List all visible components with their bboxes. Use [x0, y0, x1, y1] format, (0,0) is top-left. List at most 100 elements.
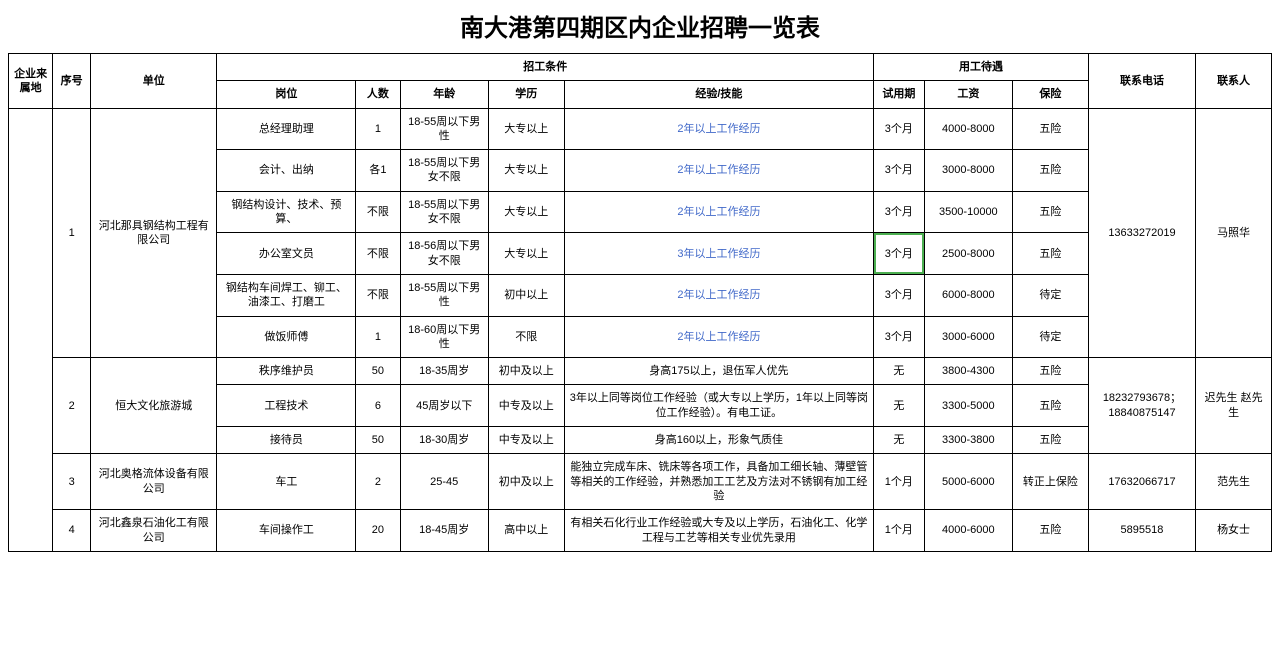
cell-age: 18-55周以下男性 — [400, 108, 488, 150]
cell-count: 2 — [356, 454, 400, 510]
th-experience: 经验/技能 — [564, 81, 873, 108]
cell-position: 钢结构车间焊工、铆工、油漆工、打磨工 — [217, 274, 356, 316]
cell-age: 18-60周以下男性 — [400, 316, 488, 358]
cell-seq: 2 — [53, 358, 91, 454]
cell-trial: 3个月 — [874, 233, 925, 275]
cell-position: 车工 — [217, 454, 356, 510]
cell-ins: 五险 — [1013, 191, 1089, 233]
cell-unit: 河北那具钢结构工程有限公司 — [91, 108, 217, 358]
table-body: 1河北那具钢结构工程有限公司总经理助理118-55周以下男性大专以上2年以上工作… — [9, 108, 1272, 551]
cell-exp: 能独立完成车床、铣床等各项工作，具备加工细长轴、薄壁管等相关的工作经验，并熟悉加… — [564, 454, 873, 510]
cell-phone: 17632066717 — [1088, 454, 1195, 510]
cell-contact: 马照华 — [1196, 108, 1272, 358]
cell-edu: 大专以上 — [488, 191, 564, 233]
cell-position: 办公室文员 — [217, 233, 356, 275]
th-employment: 用工待遇 — [874, 54, 1089, 81]
cell-age: 18-55周以下男女不限 — [400, 150, 488, 192]
cell-exp: 3年以上工作经历 — [564, 233, 873, 275]
cell-position: 会计、出纳 — [217, 150, 356, 192]
cell-exp: 2年以上工作经历 — [564, 316, 873, 358]
cell-location — [9, 108, 53, 551]
cell-age: 45周岁以下 — [400, 385, 488, 427]
cell-salary: 5000-6000 — [924, 454, 1012, 510]
th-age: 年龄 — [400, 81, 488, 108]
th-position: 岗位 — [217, 81, 356, 108]
page-title: 南大港第四期区内企业招聘一览表 — [8, 8, 1272, 43]
cell-trial: 3个月 — [874, 274, 925, 316]
cell-age: 18-55周以下男性 — [400, 274, 488, 316]
cell-exp: 有相关石化行业工作经验或大专及以上学历，石油化工、化学工程与工艺等相关专业优先录… — [564, 510, 873, 552]
cell-edu: 中专及以上 — [488, 385, 564, 427]
cell-salary: 6000-8000 — [924, 274, 1012, 316]
cell-age: 18-56周以下男女不限 — [400, 233, 488, 275]
cell-exp: 3年以上同等岗位工作经验（或大专以上学历，1年以上同等岗位工作经验）。有电工证。 — [564, 385, 873, 427]
cell-age: 18-45周岁 — [400, 510, 488, 552]
th-unit: 单位 — [91, 54, 217, 109]
th-phone: 联系电话 — [1088, 54, 1195, 109]
cell-ins: 五险 — [1013, 358, 1089, 385]
cell-count: 1 — [356, 316, 400, 358]
cell-contact: 杨女士 — [1196, 510, 1272, 552]
th-salary: 工资 — [924, 81, 1012, 108]
th-education: 学历 — [488, 81, 564, 108]
cell-salary: 2500-8000 — [924, 233, 1012, 275]
cell-exp: 身高175以上，退伍军人优先 — [564, 358, 873, 385]
cell-salary: 3000-8000 — [924, 150, 1012, 192]
cell-salary: 3300-5000 — [924, 385, 1012, 427]
table-row: 4河北鑫泉石油化工有限公司车间操作工2018-45周岁高中以上有相关石化行业工作… — [9, 510, 1272, 552]
cell-edu: 大专以上 — [488, 108, 564, 150]
cell-edu: 不限 — [488, 316, 564, 358]
cell-ins: 转正上保险 — [1013, 454, 1089, 510]
th-contact: 联系人 — [1196, 54, 1272, 109]
cell-count: 1 — [356, 108, 400, 150]
cell-salary: 3300-3800 — [924, 427, 1012, 454]
cell-exp: 2年以上工作经历 — [564, 150, 873, 192]
cell-position: 钢结构设计、技术、预算、 — [217, 191, 356, 233]
cell-age: 18-35周岁 — [400, 358, 488, 385]
cell-ins: 待定 — [1013, 274, 1089, 316]
cell-contact: 迟先生 赵先生 — [1196, 358, 1272, 454]
table-row: 1河北那具钢结构工程有限公司总经理助理118-55周以下男性大专以上2年以上工作… — [9, 108, 1272, 150]
cell-ins: 五险 — [1013, 108, 1089, 150]
cell-edu: 大专以上 — [488, 233, 564, 275]
recruitment-table: 企业来属地 序号 单位 招工条件 用工待遇 联系电话 联系人 岗位 人数 年龄 … — [8, 53, 1272, 552]
cell-phone: 13633272019 — [1088, 108, 1195, 358]
cell-trial: 无 — [874, 358, 925, 385]
cell-age: 25-45 — [400, 454, 488, 510]
cell-salary: 3500-10000 — [924, 191, 1012, 233]
cell-exp: 2年以上工作经历 — [564, 108, 873, 150]
cell-exp: 2年以上工作经历 — [564, 191, 873, 233]
cell-salary: 4000-8000 — [924, 108, 1012, 150]
cell-count: 50 — [356, 427, 400, 454]
cell-ins: 五险 — [1013, 150, 1089, 192]
cell-trial: 1个月 — [874, 454, 925, 510]
table-row: 3河北奥格流体设备有限公司车工225-45初中及以上能独立完成车床、铣床等各项工… — [9, 454, 1272, 510]
cell-edu: 初中以上 — [488, 274, 564, 316]
cell-ins: 待定 — [1013, 316, 1089, 358]
cell-ins: 五险 — [1013, 233, 1089, 275]
cell-seq: 4 — [53, 510, 91, 552]
cell-contact: 范先生 — [1196, 454, 1272, 510]
cell-count: 6 — [356, 385, 400, 427]
cell-position: 总经理助理 — [217, 108, 356, 150]
cell-ins: 五险 — [1013, 510, 1089, 552]
cell-ins: 五险 — [1013, 385, 1089, 427]
th-insurance: 保险 — [1013, 81, 1089, 108]
cell-ins: 五险 — [1013, 427, 1089, 454]
cell-edu: 大专以上 — [488, 150, 564, 192]
cell-count: 50 — [356, 358, 400, 385]
cell-position: 做饭师傅 — [217, 316, 356, 358]
cell-edu: 高中以上 — [488, 510, 564, 552]
cell-age: 18-55周以下男女不限 — [400, 191, 488, 233]
th-recruit-cond: 招工条件 — [217, 54, 874, 81]
cell-trial: 3个月 — [874, 108, 925, 150]
cell-trial: 3个月 — [874, 316, 925, 358]
th-trial: 试用期 — [874, 81, 925, 108]
table-row: 2恒大文化旅游城秩序维护员5018-35周岁初中及以上身高175以上，退伍军人优… — [9, 358, 1272, 385]
th-seq: 序号 — [53, 54, 91, 109]
cell-count: 不限 — [356, 274, 400, 316]
cell-unit: 河北奥格流体设备有限公司 — [91, 454, 217, 510]
cell-phone: 5895518 — [1088, 510, 1195, 552]
cell-edu: 初中及以上 — [488, 454, 564, 510]
cell-position: 工程技术 — [217, 385, 356, 427]
